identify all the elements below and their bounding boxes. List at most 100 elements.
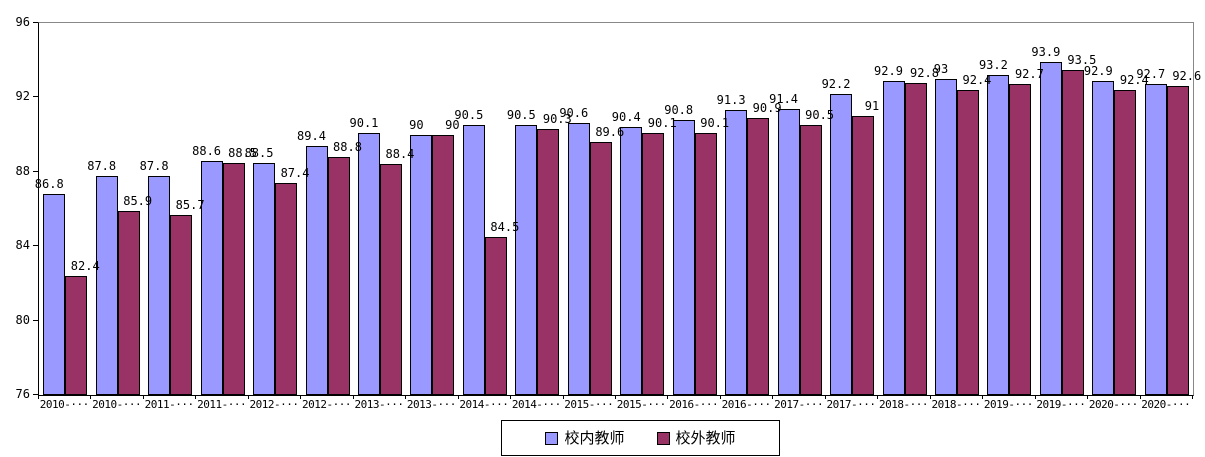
x-axis-tick-mark — [457, 395, 459, 399]
data-label: 90.5 — [506, 108, 536, 123]
data-label: 85.7 — [175, 197, 205, 212]
x-axis-category-label: 2016-··· — [669, 398, 719, 411]
x-axis-category-label: 2011-··· — [144, 398, 194, 411]
data-label: 92.7 — [1136, 67, 1166, 82]
bar-校外教师-2013-··· — [432, 134, 455, 395]
y-axis-tick-mark — [33, 319, 38, 321]
x-axis-tick-mark — [772, 395, 774, 399]
data-label: 91.4 — [769, 91, 799, 106]
data-label: 90.1 — [349, 115, 379, 130]
plot-area: 86.8 87.8 87.8 88.6 88.5 89.4 90.1 90 90.5 90.5 90… — [34, 22, 1201, 396]
y-axis-tick-label: 84 — [15, 238, 30, 253]
y-axis-tick-mark — [33, 96, 38, 98]
data-label: 92.4 — [962, 72, 992, 87]
data-label: 84.5 — [490, 219, 520, 234]
x-axis-category-label: 2012-··· — [302, 398, 351, 411]
y-axis-tick-mark — [33, 22, 38, 23]
bar-校外教师-2015-··· — [589, 142, 612, 395]
legend-swatch-outschool — [656, 431, 670, 445]
x-axis-tick-mark — [90, 395, 92, 399]
x-axis-tick-mark — [38, 395, 39, 399]
bar-校内教师-2017-··· — [777, 108, 800, 395]
bar-校外教师-2010-··· — [117, 210, 140, 395]
x-axis-category-label: 2015-··· — [564, 398, 614, 411]
bar-校内教师-2014-··· — [515, 125, 538, 395]
x-axis-tick-mark — [247, 395, 249, 399]
x-axis-category-label: 2014-··· — [511, 398, 561, 411]
bar-校外教师-2018-··· — [904, 82, 927, 395]
x-axis-tick-mark — [982, 395, 984, 399]
x-axis-tick-mark — [300, 395, 302, 399]
data-label: 90.5 — [805, 108, 835, 123]
bar-校内教师-2014-··· — [462, 125, 485, 395]
data-label: 86.8 — [34, 177, 64, 192]
bar-校内教师-2012-··· — [253, 162, 276, 395]
data-label: 89.6 — [595, 125, 625, 140]
y-axis-tick-label: 92 — [15, 89, 30, 104]
bar-校外教师-2011-··· — [222, 162, 245, 395]
data-label: 93.9 — [1031, 45, 1061, 60]
data-label: 93.2 — [978, 58, 1008, 73]
x-axis-category-label: 2012-··· — [249, 398, 299, 411]
bar-校外教师-2016-··· — [747, 117, 770, 395]
y-axis-tick-mark — [33, 394, 38, 395]
bar-校内教师-2011-··· — [200, 160, 223, 395]
bar-校内教师-2013-··· — [357, 132, 380, 395]
x-axis-tick-mark — [877, 395, 879, 399]
legend-item-series1: 校内教师 — [545, 429, 625, 447]
x-axis-tick-mark — [562, 395, 564, 399]
data-label: 89.4 — [297, 128, 326, 143]
data-label: 92.9 — [874, 63, 903, 78]
data-label: 92.9 — [1083, 63, 1113, 78]
y-axis-tick-label: 96 — [15, 15, 30, 29]
legend-swatch-inschool — [545, 431, 559, 445]
bar-校外教师-2018-··· — [956, 89, 979, 395]
y-axis-tick-label: 80 — [15, 312, 30, 327]
bar-校内教师-2016-··· — [672, 119, 695, 395]
x-axis-category-label: 2010-··· — [39, 398, 89, 411]
x-axis-tick-mark — [405, 395, 407, 399]
x-axis-tick-mark — [1034, 395, 1036, 399]
data-label: 88.5 — [244, 145, 274, 160]
bar-校外教师-2019-··· — [1061, 69, 1084, 395]
x-axis-tick-mark — [1139, 395, 1141, 399]
x-axis-category-label: 2020-··· — [1088, 398, 1138, 411]
x-axis-tick-mark — [195, 395, 197, 399]
bar-校内教师-2015-··· — [567, 123, 590, 395]
x-axis-tick-mark — [142, 395, 144, 399]
x-axis-tick-mark — [615, 395, 616, 399]
x-axis-tick-mark — [352, 395, 354, 399]
x-axis-tick-mark — [1087, 395, 1089, 399]
bar-校外教师-2016-··· — [694, 132, 717, 395]
data-label: 88.6 — [192, 143, 222, 158]
bar-校外教师-2015-··· — [642, 132, 665, 395]
data-label: 88.4 — [385, 147, 415, 162]
y-axis-tick-label: 88 — [15, 163, 30, 178]
bar-校外教师-2019-··· — [1009, 84, 1032, 395]
data-label: 92.8 — [910, 65, 939, 80]
data-label: 90.5 — [454, 108, 484, 123]
bar-校内教师-2010-··· — [95, 175, 118, 395]
data-label: 88.8 — [333, 139, 362, 154]
data-label: 88.5 — [228, 145, 258, 160]
bar-校外教师-2017-··· — [799, 125, 822, 395]
data-label: 90 — [409, 117, 424, 132]
x-axis-category-label: 2019-··· — [1036, 398, 1086, 411]
data-label: 92.7 — [1014, 67, 1044, 82]
bar-校内教师-2019-··· — [1039, 62, 1062, 395]
bar-校内教师-2020-··· — [1144, 84, 1167, 395]
legend-label-inschool: 校内教师 — [564, 429, 625, 447]
x-axis-category-label: 2016-··· — [721, 398, 771, 411]
data-label: 90.9 — [752, 100, 782, 115]
x-axis-tick-mark — [510, 395, 512, 399]
bar-校内教师-2011-··· — [148, 175, 171, 395]
data-label: 91.3 — [716, 93, 746, 108]
y-axis-tick-mark — [33, 245, 38, 247]
y-axis-tick-mark — [33, 170, 38, 172]
x-axis-tick-mark — [929, 395, 931, 399]
bar-校内教师-2017-··· — [830, 93, 853, 395]
x-axis-category-label: 2017-··· — [826, 398, 876, 411]
data-label: 90.1 — [700, 115, 730, 130]
x-axis-tick-mark — [1192, 395, 1193, 399]
data-label: 91 — [864, 99, 880, 113]
